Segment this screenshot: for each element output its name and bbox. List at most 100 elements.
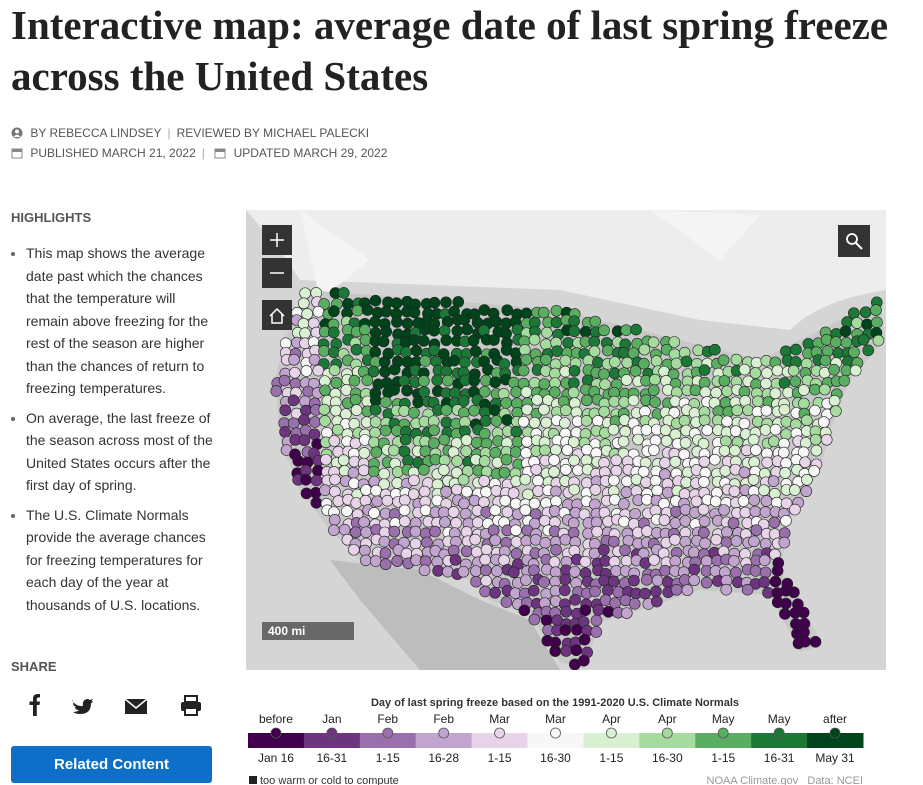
station-dot bbox=[387, 444, 400, 457]
station-dot bbox=[438, 433, 451, 446]
station-dot bbox=[579, 604, 592, 617]
facebook-icon[interactable] bbox=[29, 694, 41, 716]
station-dot bbox=[480, 486, 492, 498]
station-dot bbox=[801, 473, 813, 486]
station-dot bbox=[571, 624, 583, 636]
station-dot bbox=[819, 354, 832, 367]
station-dot bbox=[719, 465, 732, 477]
station-dot bbox=[568, 454, 580, 467]
home-button[interactable] bbox=[262, 300, 292, 330]
station-dot bbox=[651, 484, 664, 497]
station-dot bbox=[378, 356, 391, 368]
station-dot bbox=[658, 514, 671, 526]
station-dot bbox=[379, 365, 391, 378]
scale-label: 400 mi bbox=[268, 624, 305, 638]
station-dot bbox=[351, 304, 364, 317]
station-dot bbox=[749, 505, 762, 518]
station-dot bbox=[830, 336, 842, 348]
station-dot bbox=[721, 415, 733, 428]
legend-top-label: Feb bbox=[377, 712, 398, 726]
station-dot bbox=[368, 436, 380, 449]
mail-icon[interactable] bbox=[124, 698, 148, 714]
station-dot bbox=[442, 374, 454, 387]
station-dot bbox=[809, 433, 822, 446]
station-dot bbox=[599, 594, 612, 606]
station-dot bbox=[429, 525, 441, 538]
station-dot bbox=[348, 543, 360, 556]
station-dot bbox=[479, 564, 492, 577]
zoom-out-button[interactable] bbox=[262, 258, 292, 288]
station-dot bbox=[548, 505, 561, 517]
station-dot bbox=[388, 363, 401, 376]
station-dot bbox=[541, 326, 553, 339]
station-dot bbox=[579, 555, 592, 568]
station-dot bbox=[688, 546, 700, 559]
station-dot bbox=[748, 494, 760, 506]
station-dot bbox=[559, 354, 572, 367]
station-dot bbox=[337, 287, 350, 299]
station-dot bbox=[520, 307, 533, 320]
station-dot bbox=[570, 644, 583, 657]
station-dot bbox=[808, 465, 820, 477]
station-dot bbox=[839, 325, 852, 338]
station-dot bbox=[849, 364, 862, 377]
station-dot bbox=[408, 306, 421, 319]
station-dot bbox=[489, 534, 501, 546]
station-dot bbox=[578, 633, 591, 646]
station-dot bbox=[737, 495, 750, 507]
related-content-button[interactable]: Related Content bbox=[11, 746, 212, 783]
station-dot bbox=[871, 316, 883, 329]
station-dot bbox=[627, 394, 640, 407]
station-dot bbox=[709, 453, 721, 466]
station-dot bbox=[559, 624, 572, 636]
station-dot bbox=[718, 375, 731, 387]
highlight: On average, the last freeze of the seaso… bbox=[11, 407, 216, 497]
station-dot bbox=[409, 537, 422, 550]
station-dot bbox=[457, 474, 470, 486]
station-dot bbox=[800, 485, 813, 498]
station-dot bbox=[598, 368, 610, 380]
station-dot bbox=[330, 404, 342, 417]
station-dot bbox=[312, 305, 325, 318]
station-dot bbox=[607, 423, 620, 436]
legend-swatch bbox=[639, 733, 696, 748]
station-dot bbox=[279, 426, 291, 438]
station-dot bbox=[628, 574, 640, 587]
station-dot bbox=[348, 374, 361, 387]
station-dot bbox=[780, 457, 792, 469]
station-dot bbox=[401, 317, 414, 330]
station-dot bbox=[438, 454, 451, 467]
station-dot bbox=[431, 374, 443, 386]
station-dot bbox=[408, 474, 420, 487]
station-dot bbox=[862, 344, 875, 357]
station-dot bbox=[698, 455, 711, 468]
station-dot bbox=[559, 533, 572, 546]
twitter-icon[interactable] bbox=[72, 699, 93, 714]
station-dot bbox=[810, 444, 823, 457]
station-dot bbox=[780, 428, 792, 441]
search-button[interactable] bbox=[838, 225, 870, 257]
station-dot bbox=[758, 554, 771, 567]
print-icon[interactable] bbox=[181, 695, 201, 716]
station-dot bbox=[798, 384, 810, 396]
legend-bottom-label: Jan 16 bbox=[258, 751, 294, 765]
station-dot bbox=[697, 503, 710, 516]
station-dot bbox=[359, 324, 371, 336]
station-dot bbox=[528, 333, 541, 346]
station-dot bbox=[797, 606, 810, 619]
station-dot bbox=[358, 447, 371, 459]
station-dot bbox=[501, 506, 514, 518]
station-dot bbox=[771, 564, 784, 577]
station-dot bbox=[388, 525, 401, 538]
station-dot bbox=[500, 453, 513, 466]
legend-top-label: before bbox=[259, 712, 293, 726]
station-dot bbox=[490, 415, 503, 427]
station-dot bbox=[607, 575, 620, 588]
zoom-in-button[interactable] bbox=[262, 225, 292, 255]
station-dot bbox=[710, 533, 723, 546]
station-dot bbox=[717, 354, 730, 366]
station-dot bbox=[590, 626, 603, 638]
station-dot bbox=[349, 393, 362, 406]
station-dot bbox=[501, 304, 514, 316]
station-dot bbox=[359, 544, 371, 557]
